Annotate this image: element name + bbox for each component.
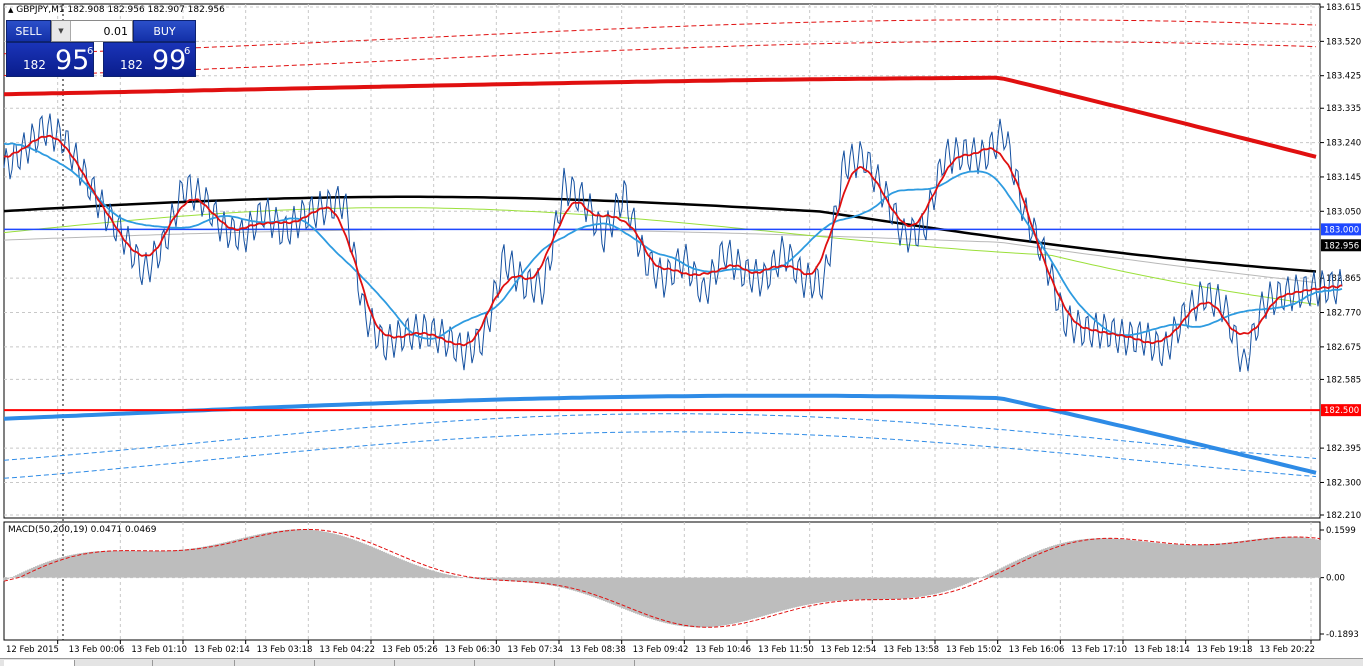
price-tick-label: 183.615 bbox=[1326, 3, 1361, 13]
chart-tab-active[interactable] bbox=[4, 660, 75, 666]
time-tick-label: 13 Feb 00:06 bbox=[69, 645, 125, 655]
ma-black bbox=[3, 195, 1317, 273]
buy-price-big: 99 bbox=[152, 45, 187, 76]
chart-tab[interactable] bbox=[560, 660, 635, 666]
price-tick-label: 182.300 bbox=[1326, 478, 1361, 488]
time-tick-label: 13 Feb 04:22 bbox=[319, 645, 375, 655]
price-tick-label: 182.675 bbox=[1326, 343, 1361, 353]
price-marker-label: 183.000 bbox=[1324, 225, 1359, 235]
price-tick-label: 183.425 bbox=[1326, 72, 1361, 82]
price-marker-badge bbox=[1321, 239, 1361, 252]
chart-tab[interactable] bbox=[400, 660, 475, 666]
envelope-lower-outer bbox=[3, 431, 1317, 479]
symbol-header: ▲ GBPJPY,M1 182.908 182.956 182.907 182.… bbox=[8, 5, 225, 15]
chart-tab[interactable] bbox=[78, 660, 153, 666]
envelope-upper-outer bbox=[3, 19, 1317, 55]
time-tick-label: 13 Feb 02:14 bbox=[194, 645, 250, 655]
macd-tick-label: -0.1893 bbox=[1326, 630, 1359, 640]
collapse-triangle-icon[interactable]: ▲ bbox=[8, 6, 14, 14]
lot-value[interactable]: 0.01 bbox=[103, 24, 129, 38]
time-tick-label: 13 Feb 17:10 bbox=[1071, 645, 1127, 655]
price-marker-label: 182.500 bbox=[1324, 406, 1359, 416]
time-tick-label: 13 Feb 13:58 bbox=[883, 645, 939, 655]
sell-price-box[interactable]: 182 95 6 bbox=[6, 42, 94, 77]
macd-tick-label: 0.1599 bbox=[1326, 526, 1356, 536]
time-tick-label: 13 Feb 09:42 bbox=[633, 645, 689, 655]
price-line bbox=[3, 113, 1343, 372]
one-click-trading-panel: SELL ▼ 0.01 BUY 182 95 6 182 99 6 bbox=[6, 20, 196, 77]
price-tick-label: 182.585 bbox=[1326, 375, 1361, 385]
time-tick-label: 13 Feb 06:30 bbox=[445, 645, 501, 655]
ma-green bbox=[3, 207, 1317, 305]
price-tick-label: 183.240 bbox=[1326, 139, 1361, 149]
sell-price-prefix: 182 bbox=[23, 58, 46, 72]
time-tick-label: 13 Feb 12:54 bbox=[821, 645, 877, 655]
sell-price-big: 95 bbox=[55, 45, 90, 76]
lot-down-icon[interactable]: ▼ bbox=[52, 21, 71, 41]
time-tick-label: 13 Feb 03:18 bbox=[257, 645, 313, 655]
time-tick-label: 13 Feb 10:46 bbox=[695, 645, 751, 655]
macd-label: MACD(50,200,19) 0.0471 0.0469 bbox=[8, 525, 157, 535]
price-tick-label: 182.395 bbox=[1326, 444, 1361, 454]
ma-red bbox=[3, 134, 1343, 347]
price-tick-label: 183.335 bbox=[1326, 104, 1361, 114]
chart-tab[interactable] bbox=[240, 660, 315, 666]
sell-price-pip: 6 bbox=[87, 46, 94, 57]
chart-tab-bar bbox=[0, 658, 1363, 666]
ma-gray bbox=[3, 228, 1317, 284]
time-tick-label: 13 Feb 11:50 bbox=[758, 645, 814, 655]
time-tick-label: 13 Feb 20:22 bbox=[1259, 645, 1315, 655]
price-marker-badge bbox=[1321, 223, 1361, 236]
macd-signal-line bbox=[3, 529, 1321, 628]
time-tick-label: 13 Feb 07:34 bbox=[507, 645, 563, 655]
buy-price-pip: 6 bbox=[184, 46, 191, 57]
sell-button[interactable]: SELL bbox=[6, 20, 51, 42]
envelope-lower-inner bbox=[3, 413, 1317, 461]
lot-size-field[interactable]: ▼ 0.01 bbox=[51, 20, 133, 42]
price-marker-label: 182.956 bbox=[1324, 241, 1359, 251]
chart-tab[interactable] bbox=[160, 660, 235, 666]
buy-price-box[interactable]: 182 99 6 bbox=[103, 42, 196, 77]
time-tick-label: 12 Feb 2015 bbox=[6, 645, 59, 655]
symbol-header-text: GBPJPY,M1 182.908 182.956 182.907 182.95… bbox=[16, 5, 225, 15]
time-tick-label: 13 Feb 01:10 bbox=[131, 645, 187, 655]
price-tick-label: 183.520 bbox=[1326, 37, 1361, 47]
time-tick-label: 13 Feb 19:18 bbox=[1197, 645, 1253, 655]
time-tick-label: 13 Feb 05:26 bbox=[382, 645, 438, 655]
time-tick-label: 13 Feb 16:06 bbox=[1009, 645, 1065, 655]
sell-label: SELL bbox=[15, 24, 42, 38]
buy-label: BUY bbox=[153, 24, 176, 38]
time-tick-label: 13 Feb 18:14 bbox=[1134, 645, 1190, 655]
chart-tab[interactable] bbox=[480, 660, 555, 666]
time-tick-label: 13 Feb 08:38 bbox=[570, 645, 626, 655]
buy-button[interactable]: BUY bbox=[133, 20, 196, 42]
price-tick-label: 182.210 bbox=[1326, 511, 1361, 521]
long-ma-red bbox=[3, 75, 1317, 159]
price-tick-label: 182.770 bbox=[1326, 309, 1361, 319]
price-tick-label: 183.145 bbox=[1326, 173, 1361, 183]
price-tick-label: 183.050 bbox=[1326, 207, 1361, 217]
buy-price-prefix: 182 bbox=[120, 58, 143, 72]
time-tick-label: 13 Feb 15:02 bbox=[946, 645, 1002, 655]
macd-tick-label: 0.00 bbox=[1326, 574, 1345, 584]
envelope-upper-inner bbox=[3, 40, 1317, 76]
price-marker-badge bbox=[1321, 404, 1361, 417]
chart-tab[interactable] bbox=[320, 660, 395, 666]
price-tick-label: 182.865 bbox=[1326, 274, 1361, 284]
